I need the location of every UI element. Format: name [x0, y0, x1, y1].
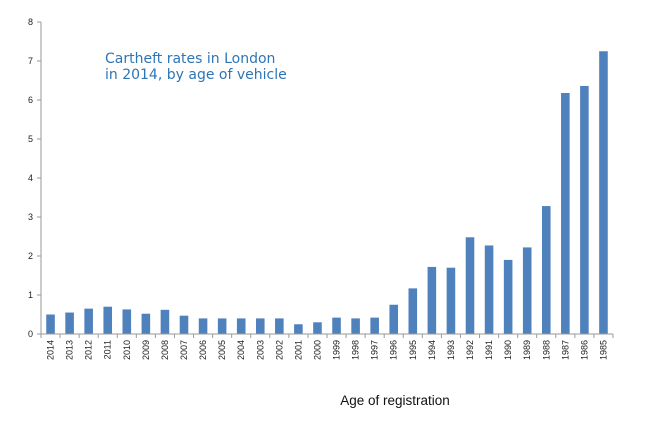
x-tick-label: 1995	[408, 340, 418, 360]
x-tick-label: 1997	[370, 340, 380, 360]
bar	[503, 259, 513, 334]
y-tick-label: 6	[28, 95, 33, 105]
x-tick-label: 1987	[560, 340, 570, 360]
bar	[217, 318, 227, 334]
bar	[332, 317, 341, 334]
x-tick-label: 1988	[541, 340, 551, 360]
x-tick-label: 2001	[293, 340, 303, 360]
bar	[275, 318, 284, 334]
y-tick-label: 8	[28, 17, 33, 27]
bar	[103, 306, 113, 334]
x-tick-label: 1996	[389, 340, 399, 360]
y-axis: 0 1 2 3 4 5 6 7 8	[28, 17, 42, 339]
x-tick-label: 1986	[579, 340, 589, 360]
bar	[179, 315, 189, 334]
bar	[294, 324, 303, 334]
bar	[465, 237, 475, 334]
bar	[427, 266, 437, 334]
x-tick-label: 2010	[122, 340, 132, 360]
bar	[541, 206, 551, 334]
y-tick-label: 4	[28, 173, 33, 183]
y-tick-label: 3	[28, 212, 33, 222]
y-tick-label: 7	[28, 56, 33, 66]
bar	[236, 318, 246, 334]
y-tick-label: 2	[28, 251, 33, 261]
bar	[561, 92, 570, 334]
x-tick-label: 1998	[351, 340, 361, 360]
x-tick-label: 2012	[84, 340, 94, 360]
x-tick-label: 2008	[160, 340, 170, 360]
bar	[580, 85, 589, 335]
x-tick-label: 2002	[274, 340, 284, 360]
x-tick-label: 2013	[65, 340, 75, 360]
bar	[313, 322, 322, 334]
x-tick-label: 2000	[312, 340, 322, 360]
bar	[446, 267, 456, 334]
bar	[255, 318, 265, 334]
y-tick-label: 1	[28, 290, 33, 300]
x-tick-label: 2009	[141, 340, 151, 360]
x-tick-label: 2007	[179, 340, 189, 360]
x-tick-label: 2005	[217, 340, 227, 360]
x-tick-label: 2006	[198, 340, 208, 360]
y-tick-label: 5	[28, 134, 33, 144]
bar	[522, 247, 532, 334]
bar	[122, 309, 132, 334]
x-tick-label: 1985	[598, 340, 608, 360]
bar	[370, 317, 379, 334]
x-tick-label: 1994	[427, 340, 437, 360]
x-tick-label: 1991	[484, 340, 494, 360]
x-tick-label: 2014	[46, 340, 56, 360]
bar	[351, 318, 360, 334]
bar	[484, 245, 494, 334]
bar	[141, 313, 151, 334]
x-tick-label: 1992	[465, 340, 475, 360]
y-tick-label: 0	[28, 329, 33, 339]
bar	[389, 304, 399, 334]
x-tick-label: 2004	[236, 340, 246, 360]
x-tick-label: 1993	[446, 340, 456, 360]
x-axis-title: Age of registration	[340, 393, 450, 408]
bar	[160, 309, 170, 334]
x-tick-label: 2003	[255, 340, 265, 360]
chart-title-line-1: Cartheft rates in London	[105, 51, 275, 67]
x-tick-label: 2011	[103, 340, 113, 359]
bar	[408, 288, 418, 334]
x-tick-label: 1999	[332, 340, 342, 360]
bar	[65, 312, 74, 334]
x-axis: 2014 2013 2012 2011 2010 2009 2008 2007 2006 2005…	[40, 333, 614, 360]
bar	[84, 308, 93, 334]
chart-title-line-2: in 2014, by age of vehicle	[105, 67, 287, 83]
bar	[46, 314, 55, 334]
x-tick-label: 1990	[503, 340, 513, 360]
bar	[599, 51, 608, 334]
bar	[198, 318, 208, 334]
x-tick-label: 1989	[522, 340, 532, 360]
bars	[46, 51, 608, 335]
